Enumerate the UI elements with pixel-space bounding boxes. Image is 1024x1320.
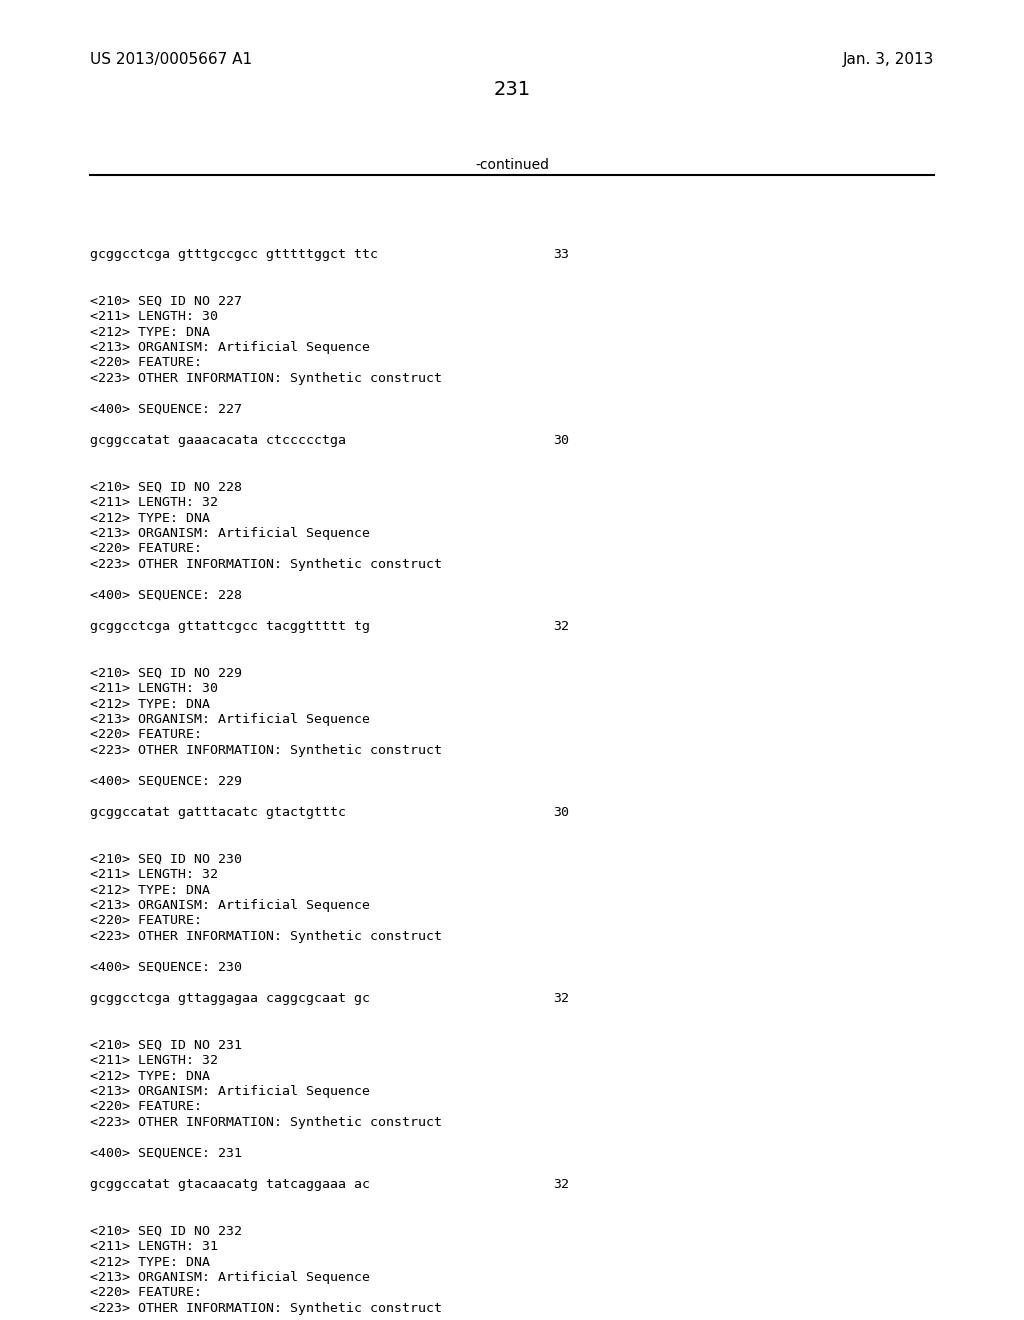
Text: gcggcctcga gtttgccgcc gtttttggct ttc: gcggcctcga gtttgccgcc gtttttggct ttc <box>90 248 378 261</box>
Text: <220> FEATURE:: <220> FEATURE: <box>90 729 202 742</box>
Text: <223> OTHER INFORMATION: Synthetic construct: <223> OTHER INFORMATION: Synthetic const… <box>90 1302 442 1315</box>
Text: <400> SEQUENCE: 228: <400> SEQUENCE: 228 <box>90 589 242 602</box>
Text: <210> SEQ ID NO 232: <210> SEQ ID NO 232 <box>90 1225 242 1238</box>
Text: <210> SEQ ID NO 227: <210> SEQ ID NO 227 <box>90 294 242 308</box>
Text: <212> TYPE: DNA: <212> TYPE: DNA <box>90 883 210 896</box>
Text: <223> OTHER INFORMATION: Synthetic construct: <223> OTHER INFORMATION: Synthetic const… <box>90 372 442 385</box>
Text: gcggcctcga gttaggagaa caggcgcaat gc: gcggcctcga gttaggagaa caggcgcaat gc <box>90 993 370 1005</box>
Text: gcggccatat gaaacacata ctccccctga: gcggccatat gaaacacata ctccccctga <box>90 434 346 447</box>
Text: <211> LENGTH: 32: <211> LENGTH: 32 <box>90 869 218 880</box>
Text: <212> TYPE: DNA: <212> TYPE: DNA <box>90 697 210 710</box>
Text: 30: 30 <box>553 807 569 818</box>
Text: <213> ORGANISM: Artificial Sequence: <213> ORGANISM: Artificial Sequence <box>90 1085 370 1098</box>
Text: <211> LENGTH: 31: <211> LENGTH: 31 <box>90 1239 218 1253</box>
Text: <212> TYPE: DNA: <212> TYPE: DNA <box>90 326 210 338</box>
Text: <223> OTHER INFORMATION: Synthetic construct: <223> OTHER INFORMATION: Synthetic const… <box>90 1115 442 1129</box>
Text: <213> ORGANISM: Artificial Sequence: <213> ORGANISM: Artificial Sequence <box>90 341 370 354</box>
Text: <223> OTHER INFORMATION: Synthetic construct: <223> OTHER INFORMATION: Synthetic const… <box>90 931 442 942</box>
Text: <220> FEATURE:: <220> FEATURE: <box>90 543 202 556</box>
Text: US 2013/0005667 A1: US 2013/0005667 A1 <box>90 51 252 67</box>
Text: <211> LENGTH: 32: <211> LENGTH: 32 <box>90 496 218 510</box>
Text: <211> LENGTH: 30: <211> LENGTH: 30 <box>90 682 218 696</box>
Text: 30: 30 <box>553 434 569 447</box>
Text: 32: 32 <box>553 1177 569 1191</box>
Text: <400> SEQUENCE: 230: <400> SEQUENCE: 230 <box>90 961 242 974</box>
Text: <220> FEATURE:: <220> FEATURE: <box>90 356 202 370</box>
Text: <210> SEQ ID NO 230: <210> SEQ ID NO 230 <box>90 853 242 866</box>
Text: <213> ORGANISM: Artificial Sequence: <213> ORGANISM: Artificial Sequence <box>90 713 370 726</box>
Text: Jan. 3, 2013: Jan. 3, 2013 <box>843 51 934 67</box>
Text: <211> LENGTH: 32: <211> LENGTH: 32 <box>90 1053 218 1067</box>
Text: <223> OTHER INFORMATION: Synthetic construct: <223> OTHER INFORMATION: Synthetic const… <box>90 744 442 756</box>
Text: gcggcctcga gttattcgcc tacggttttt tg: gcggcctcga gttattcgcc tacggttttt tg <box>90 620 370 634</box>
Text: <212> TYPE: DNA: <212> TYPE: DNA <box>90 511 210 524</box>
Text: -continued: -continued <box>475 158 549 172</box>
Text: 231: 231 <box>494 81 530 99</box>
Text: <220> FEATURE:: <220> FEATURE: <box>90 915 202 928</box>
Text: <213> ORGANISM: Artificial Sequence: <213> ORGANISM: Artificial Sequence <box>90 1271 370 1284</box>
Text: <210> SEQ ID NO 228: <210> SEQ ID NO 228 <box>90 480 242 494</box>
Text: 32: 32 <box>553 620 569 634</box>
Text: <213> ORGANISM: Artificial Sequence: <213> ORGANISM: Artificial Sequence <box>90 899 370 912</box>
Text: <220> FEATURE:: <220> FEATURE: <box>90 1101 202 1114</box>
Text: <210> SEQ ID NO 231: <210> SEQ ID NO 231 <box>90 1039 242 1052</box>
Text: <210> SEQ ID NO 229: <210> SEQ ID NO 229 <box>90 667 242 680</box>
Text: gcggccatat gtacaacatg tatcaggaaa ac: gcggccatat gtacaacatg tatcaggaaa ac <box>90 1177 370 1191</box>
Text: <400> SEQUENCE: 227: <400> SEQUENCE: 227 <box>90 403 242 416</box>
Text: <223> OTHER INFORMATION: Synthetic construct: <223> OTHER INFORMATION: Synthetic const… <box>90 558 442 572</box>
Text: gcggccatat gatttacatc gtactgtttc: gcggccatat gatttacatc gtactgtttc <box>90 807 346 818</box>
Text: <212> TYPE: DNA: <212> TYPE: DNA <box>90 1255 210 1269</box>
Text: <212> TYPE: DNA: <212> TYPE: DNA <box>90 1069 210 1082</box>
Text: <400> SEQUENCE: 231: <400> SEQUENCE: 231 <box>90 1147 242 1160</box>
Text: <400> SEQUENCE: 229: <400> SEQUENCE: 229 <box>90 775 242 788</box>
Text: <211> LENGTH: 30: <211> LENGTH: 30 <box>90 310 218 323</box>
Text: <213> ORGANISM: Artificial Sequence: <213> ORGANISM: Artificial Sequence <box>90 527 370 540</box>
Text: <220> FEATURE:: <220> FEATURE: <box>90 1287 202 1299</box>
Text: 33: 33 <box>553 248 569 261</box>
Text: 32: 32 <box>553 993 569 1005</box>
